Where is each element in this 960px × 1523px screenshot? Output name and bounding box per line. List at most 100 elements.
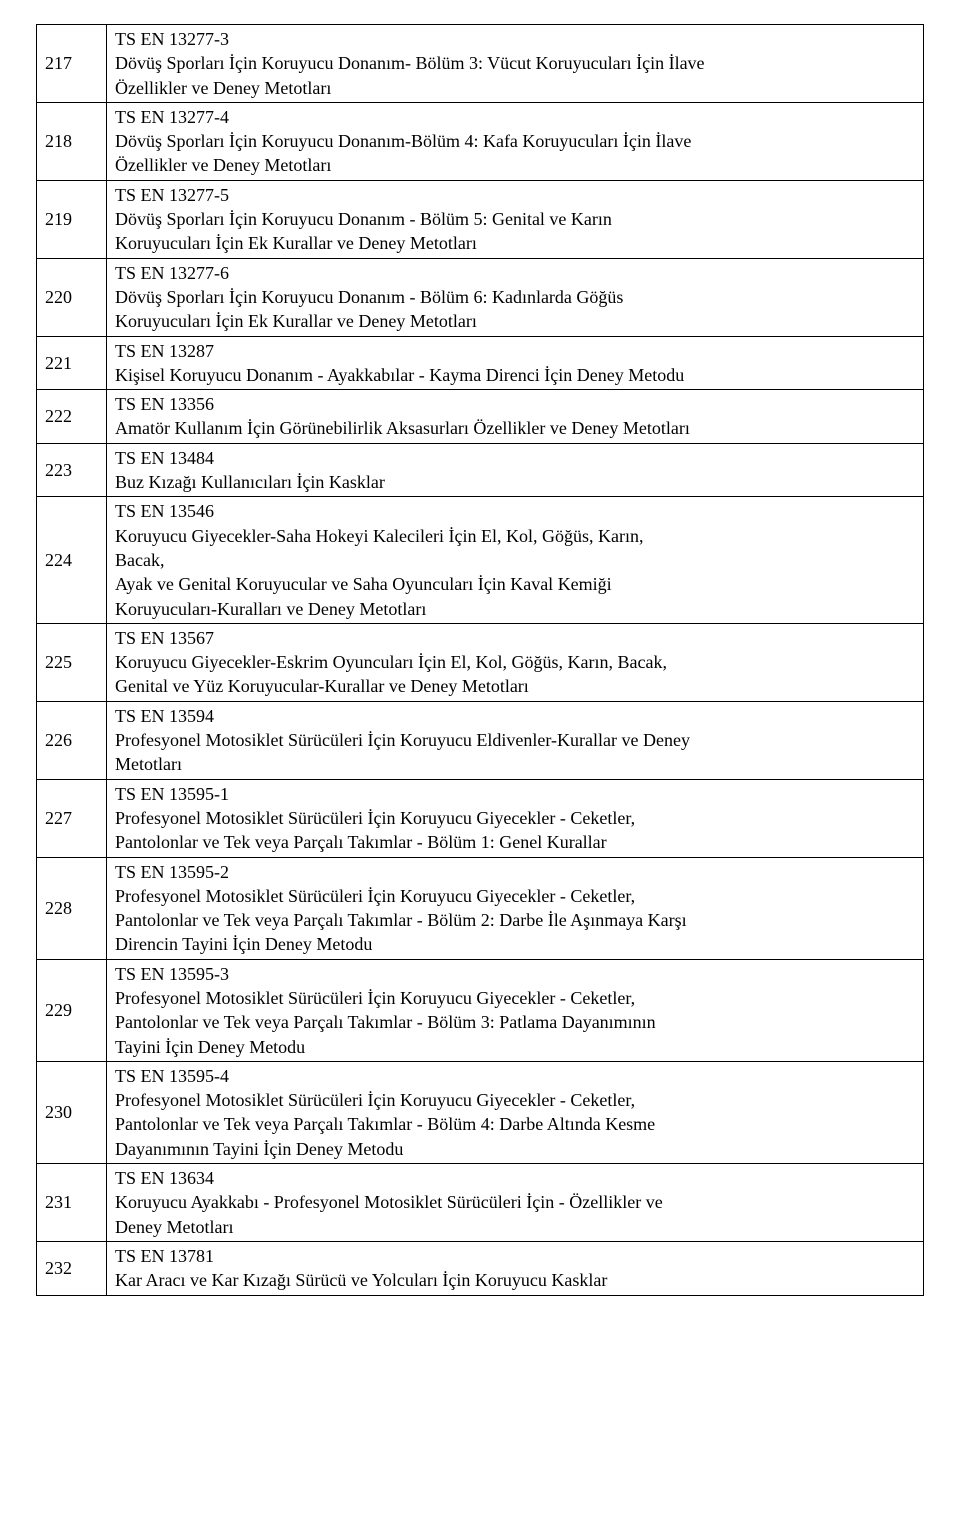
standard-description-line: Profesyonel Motosiklet Sürücüleri İçin K… <box>115 884 915 908</box>
standard-description-line: Pantolonlar ve Tek veya Parçalı Takımlar… <box>115 1010 915 1034</box>
standard-description-line: Pantolonlar ve Tek veya Parçalı Takımlar… <box>115 830 915 854</box>
row-number-cell: 218 <box>37 102 107 180</box>
row-number: 222 <box>45 406 72 426</box>
standard-description-line: Pantolonlar ve Tek veya Parçalı Takımlar… <box>115 908 915 932</box>
standard-code: TS EN 13277-6 <box>115 261 915 285</box>
table-row: 217 TS EN 13277-3Dövüş Sporları İçin Koru… <box>37 25 924 103</box>
row-content-cell: TS EN 13567Koruyucu Giyecekler-Eskrim Oy… <box>107 623 924 701</box>
row-content-cell: TS EN 13277-5Dövüş Sporları İçin Koruyuc… <box>107 180 924 258</box>
standard-code: TS EN 13595-4 <box>115 1064 915 1088</box>
standard-code: TS EN 13781 <box>115 1244 915 1268</box>
row-number-cell: 232 <box>37 1241 107 1295</box>
standard-description-line: Pantolonlar ve Tek veya Parçalı Takımlar… <box>115 1112 915 1136</box>
table-row: 232 TS EN 13781Kar Aracı ve Kar Kızağı Sü… <box>37 1241 924 1295</box>
standard-description-line: Koruyucu Giyecekler-Saha Hokeyi Kalecile… <box>115 524 915 548</box>
row-content-cell: TS EN 13595-3Profesyonel Motosiklet Sürü… <box>107 959 924 1061</box>
standard-description-line: Özellikler ve Deney Metotları <box>115 76 915 100</box>
standard-description-line: Koruyucuları İçin Ek Kurallar ve Deney M… <box>115 231 915 255</box>
standard-code: TS EN 13484 <box>115 446 915 470</box>
row-content-cell: TS EN 13277-3Dövüş Sporları İçin Koruyuc… <box>107 25 924 103</box>
row-number: 229 <box>45 1000 72 1020</box>
standard-description-line: Tayini İçin Deney Metodu <box>115 1035 915 1059</box>
table-row: 223TS EN 13484Buz Kızağı Kullanıcıları İ… <box>37 443 924 497</box>
row-number-cell: 229 <box>37 959 107 1061</box>
standard-description-line: Profesyonel Motosiklet Sürücüleri İçin K… <box>115 806 915 830</box>
standard-description-line: Kişisel Koruyucu Donanım - Ayakkabılar -… <box>115 363 915 387</box>
standard-code: TS EN 13277-3 <box>115 27 915 51</box>
row-number: 219 <box>45 209 72 229</box>
standard-description-line: Dövüş Sporları İçin Koruyucu Donanım - B… <box>115 285 915 309</box>
row-number-cell: 225 <box>37 623 107 701</box>
standard-code: TS EN 13595-3 <box>115 962 915 986</box>
standard-description-line: Dayanımının Tayini İçin Deney Metodu <box>115 1137 915 1161</box>
standard-description-line: Koruyucu Ayakkabı - Profesyonel Motosikl… <box>115 1190 915 1214</box>
row-content-cell: TS EN 13546Koruyucu Giyecekler-Saha Hoke… <box>107 497 924 623</box>
table-row: 229 TS EN 13595-3Profesyonel Motosiklet S… <box>37 959 924 1061</box>
row-number: 220 <box>45 287 72 307</box>
row-number: 226 <box>45 730 72 750</box>
standard-description-line: Özellikler ve Deney Metotları <box>115 153 915 177</box>
standard-code: TS EN 13567 <box>115 626 915 650</box>
standard-code: TS EN 13546 <box>115 499 915 523</box>
standard-description-line: Metotları <box>115 752 915 776</box>
standard-description-line: Dövüş Sporları İçin Koruyucu Donanım - B… <box>115 207 915 231</box>
standard-description-line: Dövüş Sporları İçin Koruyucu Donanım-Böl… <box>115 129 915 153</box>
row-number: 218 <box>45 131 72 151</box>
standard-code: TS EN 13356 <box>115 392 915 416</box>
standard-code: TS EN 13634 <box>115 1166 915 1190</box>
standard-code: TS EN 13287 <box>115 339 915 363</box>
standard-description-line: Profesyonel Motosiklet Sürücüleri İçin K… <box>115 728 915 752</box>
table-row: 220 TS EN 13277-6Dövüş Sporları İçin Koru… <box>37 258 924 336</box>
standard-description-line: Profesyonel Motosiklet Sürücüleri İçin K… <box>115 986 915 1010</box>
standard-description-line: Ayak ve Genital Koruyucular ve Saha Oyun… <box>115 572 915 596</box>
row-number: 231 <box>45 1192 72 1212</box>
row-number-cell: 217 <box>37 25 107 103</box>
table-row: 231 TS EN 13634Koruyucu Ayakkabı - Profes… <box>37 1164 924 1242</box>
row-number: 224 <box>45 550 72 570</box>
standard-description-line: Profesyonel Motosiklet Sürücüleri İçin K… <box>115 1088 915 1112</box>
row-content-cell: TS EN 13287Kişisel Koruyucu Donanım - Ay… <box>107 336 924 390</box>
row-number: 225 <box>45 652 72 672</box>
standard-description-line: Direncin Tayini İçin Deney Metodu <box>115 932 915 956</box>
table-row: 227TS EN 13595-1Profesyonel Motosiklet S… <box>37 779 924 857</box>
row-number-cell: 221 <box>37 336 107 390</box>
table-row: 218 TS EN 13277-4Dövüş Sporları İçin Koru… <box>37 102 924 180</box>
row-number-cell: 224 <box>37 497 107 623</box>
row-content-cell: TS EN 13595-2Profesyonel Motosiklet Sürü… <box>107 857 924 959</box>
table-row: 222 TS EN 13356Amatör Kullanım İçin Görün… <box>37 390 924 444</box>
table-row: 230 TS EN 13595-4Profesyonel Motosiklet S… <box>37 1061 924 1163</box>
standards-table: 217TS EN 13277-3Dövüş Sporları İçin Koru… <box>36 24 924 1296</box>
row-number-cell: 222 <box>37 390 107 444</box>
row-content-cell: TS EN 13595-1Profesyonel Motosiklet Sürü… <box>107 779 924 857</box>
table-row: 226 TS EN 13594Profesyonel Motosiklet Sür… <box>37 701 924 779</box>
standard-description-line: Dövüş Sporları İçin Koruyucu Donanım- Bö… <box>115 51 915 75</box>
row-number: 228 <box>45 898 72 918</box>
standards-table-body: 217TS EN 13277-3Dövüş Sporları İçin Koru… <box>37 25 924 1296</box>
standard-code: TS EN 13595-2 <box>115 860 915 884</box>
table-row: 219 TS EN 13277-5Dövüş Sporları İçin Koru… <box>37 180 924 258</box>
row-number: 221 <box>45 353 72 373</box>
row-content-cell: TS EN 13595-4Profesyonel Motosiklet Sürü… <box>107 1061 924 1163</box>
row-number: 232 <box>45 1258 72 1278</box>
row-content-cell: TS EN 13484Buz Kızağı Kullanıcıları İçin… <box>107 443 924 497</box>
row-content-cell: TS EN 13594Profesyonel Motosiklet Sürücü… <box>107 701 924 779</box>
row-number: 230 <box>45 1102 72 1122</box>
standard-description-line: Genital ve Yüz Koruyucular-Kurallar ve D… <box>115 674 915 698</box>
row-number-cell: 219 <box>37 180 107 258</box>
standard-description-line: Amatör Kullanım İçin Görünebilirlik Aksa… <box>115 416 915 440</box>
row-number-cell: 228 <box>37 857 107 959</box>
row-number-cell: 230 <box>37 1061 107 1163</box>
standard-description-line: Bacak, <box>115 548 915 572</box>
standard-description-line: Koruyucuları İçin Ek Kurallar ve Deney M… <box>115 309 915 333</box>
row-number-cell: 227 <box>37 779 107 857</box>
standard-description-line: Koruyucuları-Kuralları ve Deney Metotlar… <box>115 597 915 621</box>
table-row: 228 TS EN 13595-2Profesyonel Motosiklet S… <box>37 857 924 959</box>
standard-code: TS EN 13594 <box>115 704 915 728</box>
table-row: 221 TS EN 13287Kişisel Koruyucu Donanım -… <box>37 336 924 390</box>
row-number: 217 <box>45 53 72 73</box>
row-content-cell: TS EN 13277-4Dövüş Sporları İçin Koruyuc… <box>107 102 924 180</box>
row-content-cell: TS EN 13634Koruyucu Ayakkabı - Profesyon… <box>107 1164 924 1242</box>
standard-description-line: Deney Metotları <box>115 1215 915 1239</box>
row-number-cell: 223 <box>37 443 107 497</box>
row-content-cell: TS EN 13781Kar Aracı ve Kar Kızağı Sürüc… <box>107 1241 924 1295</box>
